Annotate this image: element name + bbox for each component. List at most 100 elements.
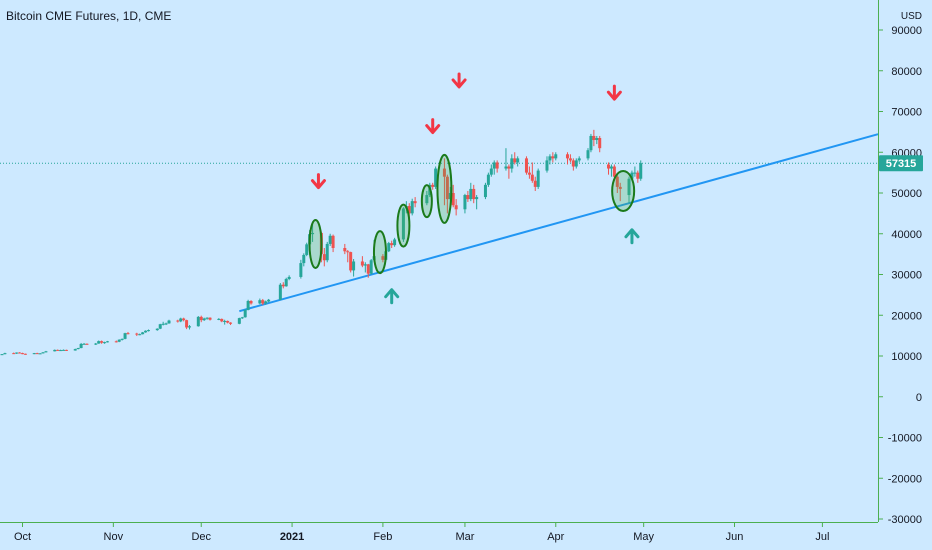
y-tick-label: 10000 — [891, 351, 922, 363]
candle-body — [322, 254, 326, 261]
arrow-down-head — [425, 124, 441, 135]
candle-body — [53, 349, 57, 352]
candle-body — [249, 300, 253, 304]
plot-area — [0, 0, 878, 522]
candle-body — [595, 137, 599, 141]
candle-body — [287, 276, 291, 279]
candle-body — [3, 353, 7, 355]
x-tick-label: Apr — [547, 531, 564, 543]
candle-body — [217, 318, 221, 320]
candle-body — [598, 137, 602, 149]
pattern-ellipse — [611, 169, 636, 212]
y-tick-label: -30000 — [888, 514, 922, 526]
candle-body — [536, 170, 540, 187]
candle-body — [155, 328, 159, 331]
candle-body — [38, 353, 42, 355]
candle-body — [627, 178, 631, 196]
candle-body — [445, 176, 449, 200]
x-tick-label: Oct — [14, 531, 31, 543]
y-tick-label: 30000 — [891, 270, 922, 282]
candle-body — [369, 260, 373, 274]
candle-body — [44, 351, 48, 353]
candle-body — [577, 158, 581, 161]
candle-body — [267, 299, 271, 302]
candle-body — [15, 352, 19, 354]
candle-body — [510, 158, 514, 169]
candle-body — [639, 163, 643, 179]
candle-body — [574, 160, 578, 167]
candle-body — [363, 264, 367, 266]
candle-body — [12, 353, 16, 355]
candle-body — [284, 278, 288, 287]
candle-body — [185, 320, 189, 328]
candle-body — [188, 326, 192, 328]
x-tick-label: Nov — [104, 531, 124, 543]
candle-body — [281, 284, 285, 287]
candle-body — [442, 168, 446, 177]
candle-body — [167, 320, 171, 324]
candle-body — [302, 254, 306, 264]
candle-body — [360, 261, 364, 266]
candle-body — [261, 300, 265, 304]
y-tick-label: 0 — [916, 392, 922, 404]
candle-body — [117, 339, 121, 342]
candle-body — [568, 158, 572, 161]
x-tick-label: May — [633, 531, 654, 543]
price-axis-area — [878, 0, 932, 522]
candle-body — [179, 318, 183, 322]
arrow-down-head — [310, 179, 326, 190]
candle-body — [434, 168, 438, 187]
candle-body — [240, 317, 244, 319]
candle-body — [489, 168, 493, 175]
candle-body — [97, 341, 101, 344]
x-tick-label: Feb — [373, 531, 392, 543]
candle-body — [390, 243, 394, 246]
candle-body — [589, 135, 593, 151]
y-tick-label: 70000 — [891, 107, 922, 119]
candle-body — [79, 343, 83, 349]
candle-body — [513, 158, 517, 163]
candle-body — [331, 235, 335, 249]
candle-body — [202, 318, 206, 321]
candle-body — [59, 350, 63, 352]
candle-body — [630, 172, 634, 179]
candle-body — [407, 206, 411, 214]
candle-body — [182, 318, 186, 321]
candle-body — [548, 156, 552, 161]
x-tick-label: Mar — [455, 531, 474, 543]
y-tick-label: 40000 — [891, 229, 922, 241]
candle-body — [551, 156, 555, 159]
candle-body — [612, 166, 616, 177]
arrow-down-head — [606, 90, 622, 101]
candle-body — [243, 309, 247, 318]
candle-body — [425, 195, 429, 204]
candle-body — [507, 166, 511, 169]
y-tick-label: -10000 — [888, 433, 922, 445]
candle-body — [533, 180, 537, 187]
candle-body — [413, 201, 417, 204]
candle-body — [545, 160, 549, 171]
candle-body — [466, 195, 470, 200]
candle-body — [56, 349, 60, 351]
candle-body — [325, 243, 329, 261]
candle-body — [633, 172, 637, 174]
candle-body — [328, 235, 332, 244]
candle-body — [346, 251, 350, 253]
candle-body — [311, 232, 315, 235]
candle-body — [554, 154, 558, 159]
candle-body — [299, 263, 303, 277]
candle-body — [451, 193, 455, 206]
candle-body — [565, 154, 569, 159]
candle-body — [64, 349, 68, 351]
pattern-ellipse — [436, 153, 453, 224]
candle-body — [495, 162, 499, 169]
y-tick-label: 20000 — [891, 310, 922, 322]
candle-body — [123, 333, 127, 339]
candle-body — [196, 316, 200, 327]
candle-body — [527, 172, 531, 175]
price-unit: USD — [901, 11, 922, 22]
candle-body — [393, 239, 397, 246]
arrow-up-head — [384, 288, 400, 299]
candle-body — [472, 188, 476, 200]
